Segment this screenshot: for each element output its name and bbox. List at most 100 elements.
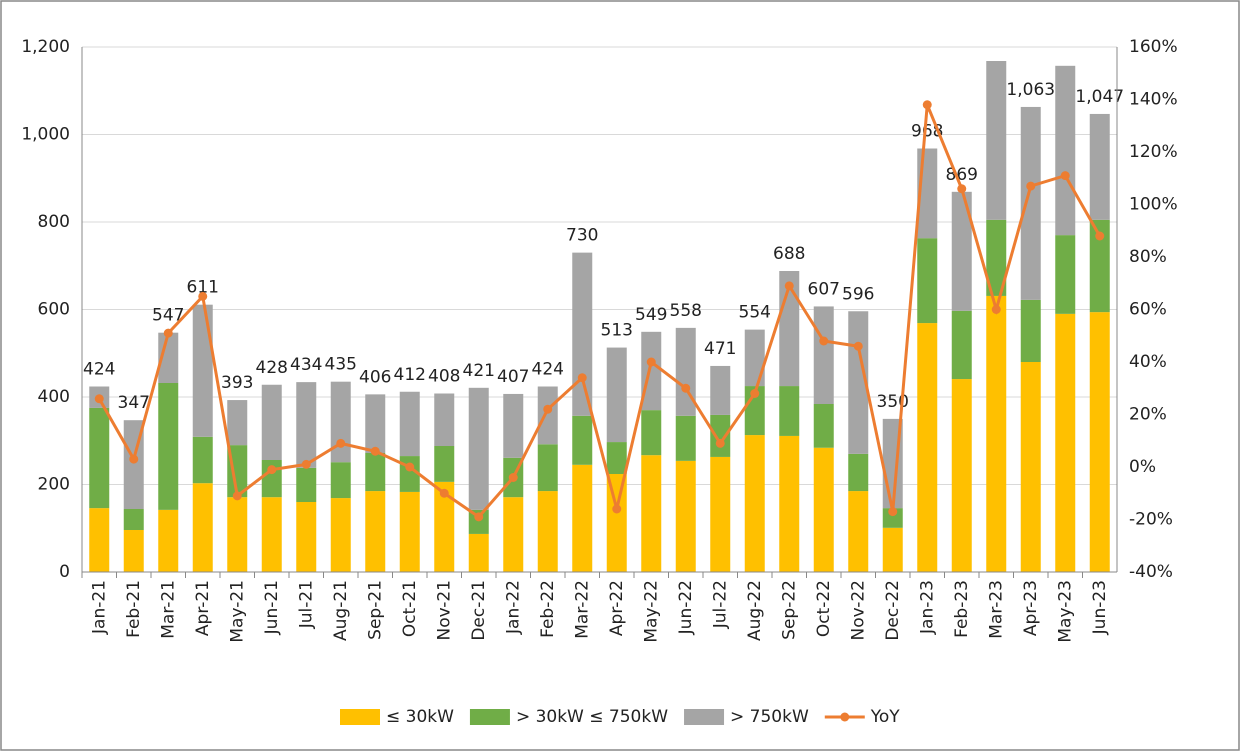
- bar-segment: [710, 414, 731, 457]
- total-label: 424: [83, 360, 115, 380]
- yoy-point: [681, 383, 691, 393]
- bar-segment: [227, 497, 248, 572]
- bar-segment: [1020, 106, 1041, 300]
- total-label: 471: [704, 339, 736, 359]
- y2-tick-label: 100%: [1129, 195, 1178, 215]
- bar-segment: [848, 453, 869, 492]
- bar-segment: [192, 436, 213, 484]
- bar-segment: [641, 455, 662, 572]
- bar-segment: [158, 332, 179, 383]
- bar-segment: [951, 191, 972, 311]
- x-tick-label: Feb-23: [952, 580, 972, 638]
- total-label: 611: [187, 278, 219, 298]
- bar-segment: [917, 323, 938, 572]
- yoy-point: [957, 184, 967, 194]
- bar-segment: [1055, 313, 1076, 572]
- bar-segment: [158, 509, 179, 572]
- x-tick-label: Feb-22: [538, 580, 558, 638]
- legend-label: > 750kW: [730, 707, 809, 727]
- bar-segment: [1089, 312, 1110, 572]
- bar-segment: [1055, 235, 1076, 314]
- yoy-point: [508, 473, 518, 482]
- bar-segment: [986, 61, 1007, 220]
- x-tick-label: Aug-22: [745, 580, 765, 641]
- bar-segment: [330, 381, 351, 463]
- bar-segment: [813, 404, 834, 448]
- bar-segment: [675, 327, 696, 416]
- bar-segment: [330, 462, 351, 499]
- x-tick-label: May-22: [641, 580, 661, 643]
- yoy-point: [612, 504, 622, 514]
- x-tick-label: Apr-23: [1021, 580, 1041, 636]
- y-tick-label: 200: [38, 475, 70, 495]
- bar-segment: [744, 435, 765, 572]
- x-tick-label: Jun-23: [1090, 580, 1110, 635]
- yoy-point: [922, 100, 932, 110]
- yoy-point: [1026, 181, 1036, 191]
- x-tick-label: Dec-22: [883, 580, 903, 641]
- x-tick-label: Apr-22: [607, 580, 627, 636]
- total-label: 1,063: [1006, 80, 1055, 100]
- yoy-point: [129, 454, 139, 464]
- total-label: 513: [601, 321, 633, 341]
- bar-segment: [675, 460, 696, 572]
- total-label: 428: [256, 358, 288, 378]
- bar-segment: [675, 415, 696, 461]
- total-label: 607: [808, 279, 840, 299]
- legend-swatch: [469, 709, 510, 725]
- yoy-point: [405, 462, 415, 472]
- bar-segment: [158, 383, 179, 510]
- yoy-point: [439, 488, 449, 498]
- bar-segment: [779, 386, 800, 436]
- total-label: 408: [428, 367, 460, 387]
- bar-segment: [641, 331, 662, 411]
- bar-segment: [503, 497, 524, 572]
- bar-segment: [227, 400, 248, 446]
- x-tick-label: Mar-21: [158, 580, 178, 639]
- legend-swatch: [340, 709, 380, 725]
- x-tick-label: Jun-21: [262, 580, 282, 635]
- legend-label: ≤ 30kW: [386, 707, 454, 727]
- y2-tick-label: 0%: [1129, 457, 1156, 477]
- y2-tick-label: 140%: [1129, 90, 1178, 110]
- bar-segment: [1089, 113, 1110, 220]
- bar-segment: [296, 502, 317, 572]
- bar-segment: [882, 527, 903, 572]
- bar-segment: [296, 382, 317, 468]
- y2-tick-label: 20%: [1129, 405, 1167, 425]
- bar-segment: [296, 467, 317, 502]
- bar-segment: [1089, 219, 1110, 313]
- bar-segment: [1020, 299, 1041, 362]
- total-label: 435: [325, 355, 357, 375]
- yoy-point: [819, 336, 829, 346]
- bar-segment: [330, 498, 351, 572]
- bar-segment: [882, 508, 903, 528]
- bar-segment: [572, 464, 593, 572]
- bar-segment: [399, 391, 420, 457]
- bar-segment: [986, 219, 1007, 296]
- total-label: 558: [670, 301, 702, 321]
- yoy-point: [543, 404, 553, 414]
- bar-segment: [399, 491, 420, 572]
- total-label: 596: [842, 284, 874, 304]
- x-tick-label: Sep-22: [779, 580, 799, 640]
- bar-segment: [123, 530, 144, 572]
- yoy-point: [1060, 171, 1070, 181]
- bar-segment: [365, 394, 386, 453]
- y2-tick-label: 160%: [1129, 37, 1178, 57]
- yoy-point: [784, 281, 794, 291]
- x-tick-label: Feb-21: [124, 580, 144, 638]
- bar-segment: [951, 379, 972, 572]
- bar-segment: [123, 509, 144, 530]
- yoy-point: [750, 389, 760, 398]
- total-label: 547: [152, 306, 184, 326]
- yoy-point: [646, 357, 656, 367]
- y-tick-label: 0: [59, 562, 70, 582]
- bar-segment: [1020, 362, 1041, 572]
- yoy-point: [715, 438, 725, 448]
- total-label: 424: [532, 360, 564, 380]
- bar-segment: [572, 252, 593, 416]
- total-label: 412: [394, 365, 426, 385]
